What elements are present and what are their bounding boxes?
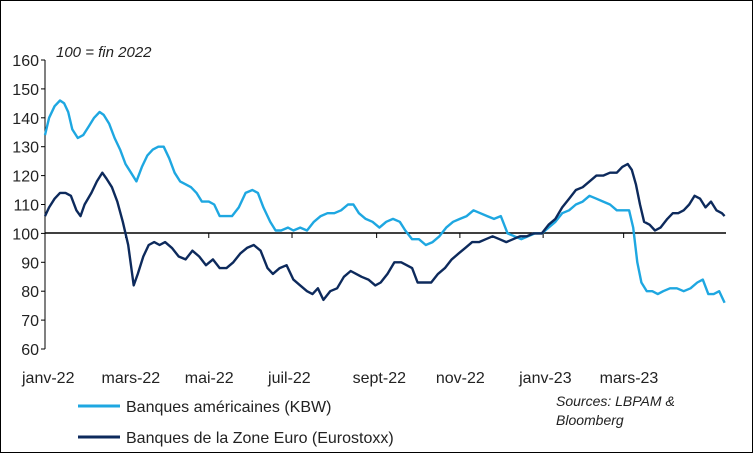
x-tick-label: mai-22 xyxy=(185,370,234,387)
y-tick-label: 150 xyxy=(12,82,39,99)
series-line-us-banks xyxy=(43,99,726,304)
legend: Banques américaines (KBW) Banques de la … xyxy=(78,399,394,447)
y-tick-label: 130 xyxy=(12,140,39,157)
y-tick-label: 80 xyxy=(21,284,39,301)
y-tick-label: 90 xyxy=(21,255,39,272)
y-tick-label: 100 xyxy=(12,226,39,243)
x-tick-label: juil-22 xyxy=(267,370,311,387)
y-axis-ticks: 60 70 80 90 100 110 120 130 140 150 160 xyxy=(12,53,45,359)
y-tick-label: 120 xyxy=(12,169,39,186)
chart-axes xyxy=(44,60,726,349)
source-note: Sources: LBPAM & Bloomberg xyxy=(556,393,675,428)
legend-label-us-banks: Banques américaines (KBW) xyxy=(126,399,331,416)
x-tick-label: mars-23 xyxy=(600,370,659,387)
x-axis-ticks: janv-22 mars-22 mai-22 juil-22 sept-22 nov-22… xyxy=(21,233,658,387)
series-lines xyxy=(43,99,726,304)
x-tick-label: janv-23 xyxy=(518,370,572,387)
series-line-euro-banks xyxy=(43,162,726,302)
x-tick-label: janv-22 xyxy=(21,370,75,387)
x-tick-label: mars-22 xyxy=(102,370,161,387)
source-line-1: Sources: LBPAM & xyxy=(556,393,675,409)
legend-label-euro-banks: Banques de la Zone Euro (Eurostoxx) xyxy=(126,430,394,447)
y-tick-label: 60 xyxy=(21,342,39,359)
y-tick-label: 70 xyxy=(21,313,39,330)
x-tick-label: nov-22 xyxy=(436,370,485,387)
y-tick-label: 140 xyxy=(12,111,39,128)
x-tick-label: sept-22 xyxy=(353,370,406,387)
source-line-2: Bloomberg xyxy=(556,412,624,428)
chart-subtitle: 100 = fin 2022 xyxy=(56,44,152,61)
y-tick-label: 110 xyxy=(13,198,39,215)
y-tick-label: 160 xyxy=(12,53,39,70)
